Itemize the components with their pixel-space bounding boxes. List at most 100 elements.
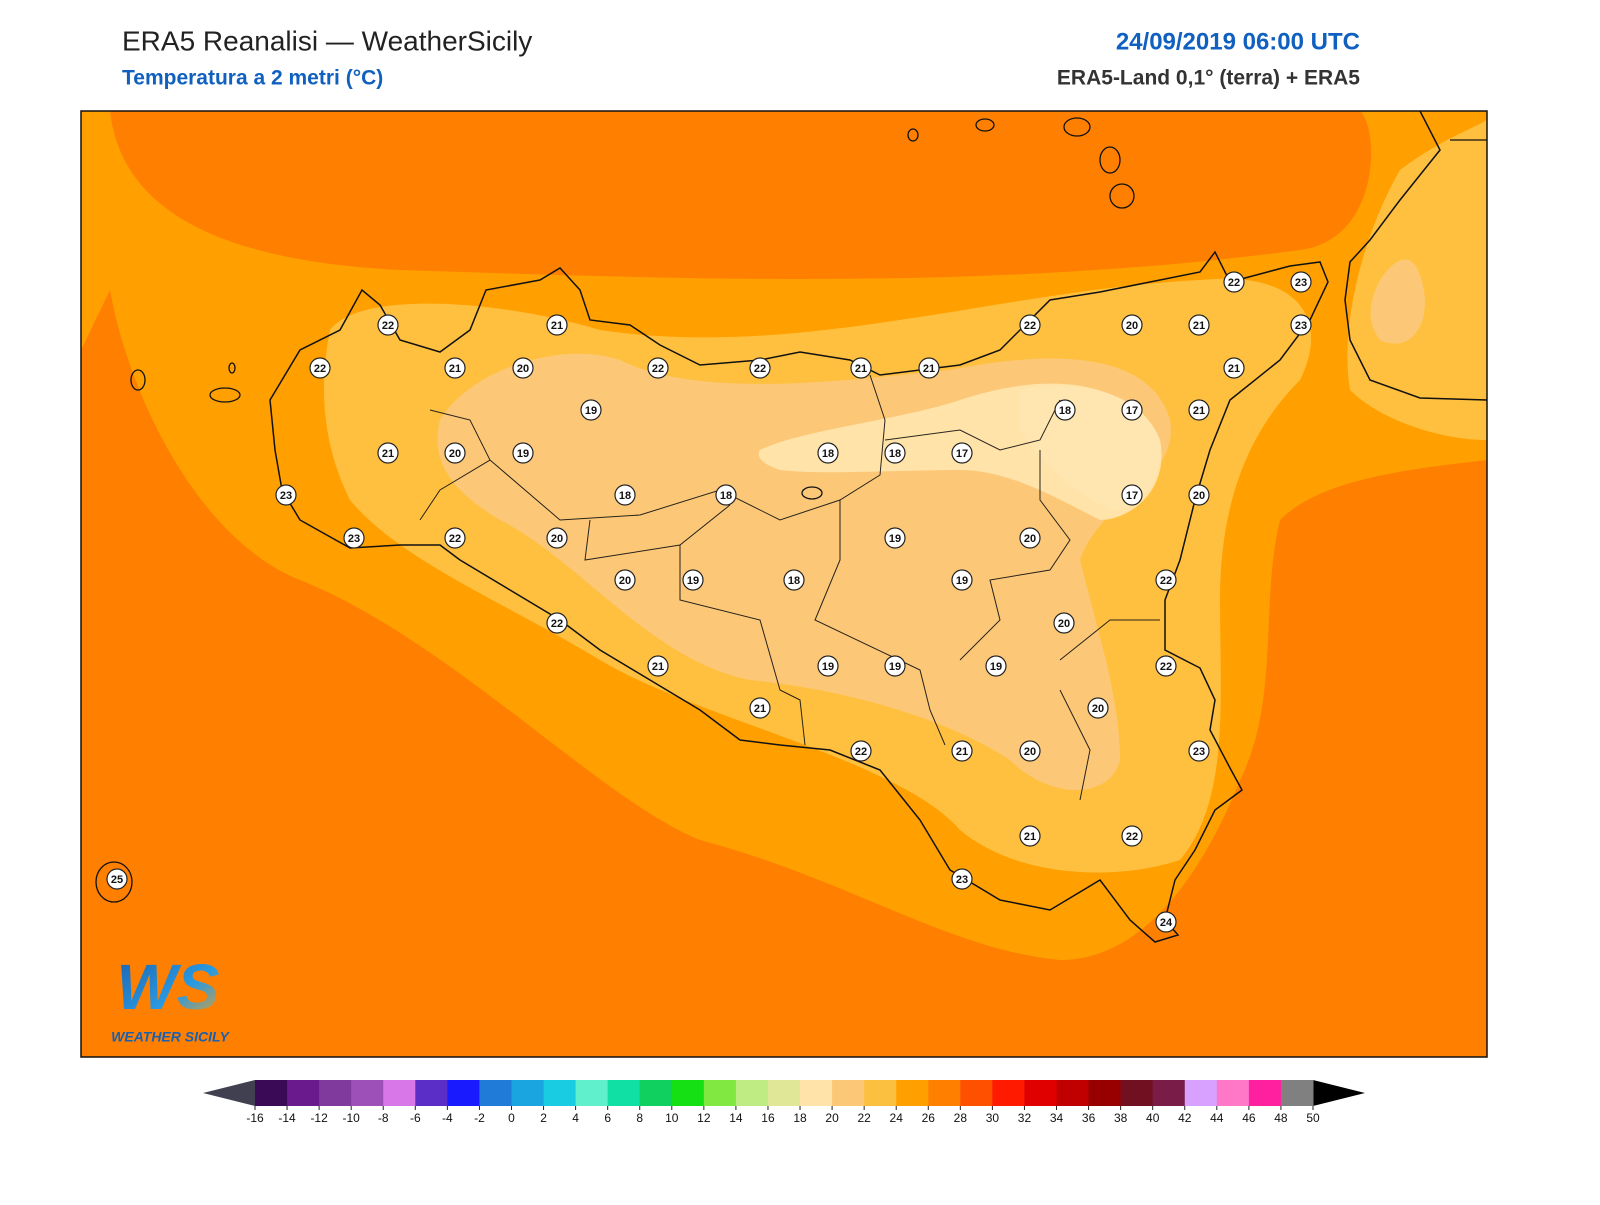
station-value: 20	[619, 575, 631, 587]
station-marker	[580, 399, 602, 421]
logo-text: WS	[116, 951, 219, 1023]
colorbar-tick-label: 2	[540, 1111, 547, 1125]
station-marker	[512, 442, 534, 464]
station-marker	[647, 655, 669, 677]
colorbar-tick-label: 44	[1210, 1111, 1224, 1125]
station-value: 19	[990, 661, 1002, 673]
station-marker	[817, 655, 839, 677]
colorbar-bin	[1184, 1080, 1218, 1106]
colorbar-tick-label: 20	[825, 1111, 839, 1125]
station-marker	[1188, 484, 1210, 506]
station-value: 23	[280, 490, 292, 502]
station-value: 21	[382, 448, 394, 460]
colorbar-tick-label: 38	[1114, 1111, 1128, 1125]
colorbar-bin	[864, 1080, 897, 1106]
station-marker	[1053, 612, 1075, 634]
colorbar-bin	[1152, 1080, 1186, 1106]
station-value: 17	[956, 448, 968, 460]
datetime: 24/09/2019 06:00 UTC	[1116, 28, 1360, 55]
station-value: 20	[449, 448, 461, 460]
station-value: 23	[956, 874, 968, 886]
station-marker	[309, 357, 331, 379]
colorbar-bin	[832, 1080, 865, 1106]
station-value: 18	[822, 448, 834, 460]
station-value: 21	[855, 363, 867, 375]
colorbar-tick-label: 48	[1274, 1111, 1288, 1125]
station-marker	[1019, 825, 1041, 847]
station-marker	[444, 442, 466, 464]
station-marker	[682, 569, 704, 591]
station-marker	[1155, 569, 1177, 591]
station-marker	[546, 612, 568, 634]
station-value: 22	[551, 618, 563, 630]
station-marker	[1121, 399, 1143, 421]
colorbar-bin	[1056, 1080, 1090, 1106]
station-marker	[1019, 740, 1041, 762]
station-value: 18	[788, 575, 800, 587]
station-marker	[1121, 484, 1143, 506]
station-marker	[850, 740, 872, 762]
colorbar-tick-label: 0	[508, 1111, 515, 1125]
colorbar-tick-label: -6	[410, 1111, 421, 1125]
map: 22 21 22 20 21 22 23 23 22 21 20 22 22 21 21 21 19 18 17 21…	[81, 111, 1487, 1057]
station-marker	[884, 442, 906, 464]
station-value: 20	[1024, 533, 1036, 545]
colorbar-tick-label: 46	[1242, 1111, 1256, 1125]
station-value: 19	[889, 533, 901, 545]
station-value: 25	[111, 874, 123, 886]
station-value: 19	[956, 575, 968, 587]
station-marker	[444, 357, 466, 379]
colorbar-tick-label: -4	[442, 1111, 453, 1125]
colorbar-bin	[1024, 1080, 1058, 1106]
colorbar-bin	[383, 1080, 416, 1106]
station-value: 20	[517, 363, 529, 375]
colorbar-bin	[287, 1080, 320, 1106]
colorbar-bin	[1088, 1080, 1122, 1106]
colorbar-tick-label: -10	[343, 1111, 361, 1125]
station-marker	[918, 357, 940, 379]
station-marker	[1223, 271, 1245, 293]
station-value: 21	[449, 363, 461, 375]
station-value: 22	[382, 320, 394, 332]
station-marker	[951, 569, 973, 591]
colorbar-tick-label: 16	[761, 1111, 775, 1125]
station-value: 20	[551, 533, 563, 545]
station-value: 20	[1193, 490, 1205, 502]
colorbar-tick-label: 4	[572, 1111, 579, 1125]
station-value: 19	[889, 661, 901, 673]
colorbar-tick-label: 28	[954, 1111, 968, 1125]
colorbar-bin	[351, 1080, 384, 1106]
station-marker	[884, 655, 906, 677]
colorbar-tick-label: -2	[474, 1111, 485, 1125]
colorbar-bin	[767, 1080, 801, 1106]
colorbar-tick-label: 34	[1050, 1111, 1064, 1125]
colorbar-bin	[703, 1080, 737, 1106]
station-marker	[1188, 399, 1210, 421]
colorbar-bin	[1120, 1080, 1154, 1106]
station-value: 19	[585, 405, 597, 417]
station-value: 18	[889, 448, 901, 460]
station-marker	[343, 527, 365, 549]
station-marker	[1155, 655, 1177, 677]
station-value: 19	[822, 661, 834, 673]
station-value: 21	[1024, 831, 1036, 843]
station-marker	[1223, 357, 1245, 379]
station-marker	[614, 569, 636, 591]
colorbar-bin	[319, 1080, 352, 1106]
station-value: 21	[923, 363, 935, 375]
station-value: 20	[1058, 618, 1070, 630]
colorbar-tick-label: 8	[636, 1111, 643, 1125]
station-value: 20	[1126, 320, 1138, 332]
colorbar-tick-label: -12	[310, 1111, 328, 1125]
station-value: 22	[754, 363, 766, 375]
station-marker	[850, 357, 872, 379]
station-marker	[951, 442, 973, 464]
colorbar-bin	[639, 1080, 673, 1106]
station-marker	[749, 697, 771, 719]
station-marker	[647, 357, 669, 379]
station-marker	[1019, 527, 1041, 549]
station-value: 21	[652, 661, 664, 673]
station-value: 20	[1092, 703, 1104, 715]
colorbar-bin	[479, 1080, 512, 1106]
